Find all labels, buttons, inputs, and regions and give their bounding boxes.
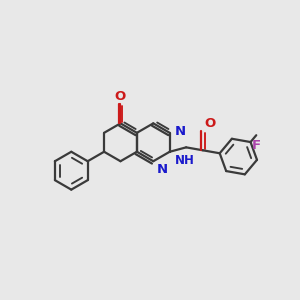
Text: N: N — [175, 125, 186, 138]
Text: NH: NH — [175, 154, 195, 167]
Text: O: O — [115, 90, 126, 103]
Text: F: F — [252, 139, 261, 152]
Text: N: N — [157, 163, 168, 176]
Text: O: O — [204, 117, 216, 130]
